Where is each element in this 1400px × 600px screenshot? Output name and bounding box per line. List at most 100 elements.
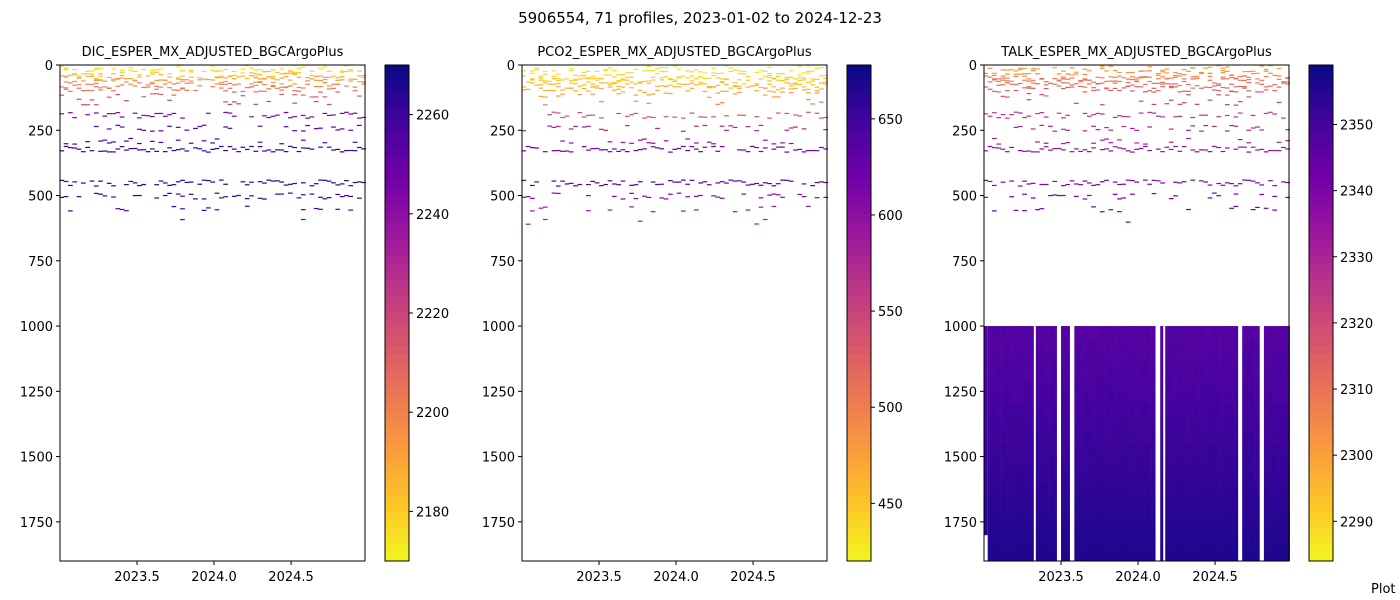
plot-watermark: Plot xyxy=(1371,582,1396,597)
profile-segment xyxy=(555,125,561,128)
profile-segment xyxy=(85,114,90,116)
colorbar-swatch xyxy=(385,197,409,207)
profile-segment xyxy=(348,149,354,152)
heatmap-cell xyxy=(1147,430,1152,444)
heatmap-cell xyxy=(1095,430,1101,444)
profile-segment xyxy=(236,151,241,153)
colorbar-swatch xyxy=(847,379,871,388)
heatmap-cell xyxy=(1043,339,1049,353)
profile-segment xyxy=(611,195,617,198)
profile-segment xyxy=(1233,148,1239,150)
heatmap-cell xyxy=(1121,456,1127,470)
profile-segment xyxy=(1026,72,1032,75)
heatmap-cell xyxy=(1039,365,1045,379)
profile-segment xyxy=(76,148,82,150)
profile-segment xyxy=(266,70,272,73)
profile-segment xyxy=(594,147,600,150)
heatmap-cell xyxy=(1022,521,1027,536)
profile-segment xyxy=(689,71,695,73)
heatmap-cell xyxy=(1190,430,1196,444)
heatmap-cell xyxy=(1117,547,1122,562)
profile-segment xyxy=(1013,111,1019,113)
heatmap-cell xyxy=(1017,482,1023,497)
profile-segment xyxy=(175,181,181,183)
heatmap-cell xyxy=(1168,417,1174,431)
profile-segment xyxy=(1147,183,1152,185)
profile-segment xyxy=(1237,138,1243,141)
profile-segment xyxy=(525,195,531,198)
profile-segment xyxy=(650,76,656,78)
heatmap-cell xyxy=(1013,482,1019,497)
heatmap-cell xyxy=(1263,378,1269,392)
profile-segment xyxy=(1125,81,1131,84)
profile-segment xyxy=(1190,149,1196,151)
heatmap-cell xyxy=(1255,352,1260,366)
heatmap-cell xyxy=(1276,404,1282,418)
profile-segment xyxy=(175,126,181,128)
profile-segment xyxy=(1263,151,1269,153)
heatmap-cell xyxy=(1263,456,1269,470)
profile-segment xyxy=(698,116,703,118)
colorbar-swatch xyxy=(1309,395,1333,405)
heatmap-cell xyxy=(1091,430,1096,444)
profile-segment xyxy=(322,96,328,98)
profile-segment xyxy=(89,73,95,75)
heatmap-cell xyxy=(996,521,1001,536)
heatmap-cell xyxy=(1134,469,1139,483)
profile-segment xyxy=(98,150,103,152)
profile-segment xyxy=(1272,185,1278,187)
heatmap-cell xyxy=(1242,352,1247,366)
heatmap-cell xyxy=(1229,378,1234,392)
profile-segment xyxy=(1203,181,1209,183)
heatmap-cell xyxy=(1160,469,1165,483)
heatmap-cell xyxy=(1035,547,1040,562)
profile-segment xyxy=(659,79,665,81)
profile-segment xyxy=(1108,142,1114,144)
profile-segment xyxy=(1190,125,1196,127)
heatmap-cell xyxy=(996,339,1001,353)
profile-segment xyxy=(672,81,678,83)
heatmap-cell xyxy=(1134,534,1139,549)
profile-segment xyxy=(1237,79,1243,81)
profile-segment xyxy=(231,115,237,117)
colorbar-swatch xyxy=(1309,494,1333,504)
profile-segment xyxy=(106,182,112,184)
profile-segment xyxy=(1229,90,1234,93)
profile-segment xyxy=(741,114,747,116)
profile-segment xyxy=(1043,142,1049,144)
heatmap-cell xyxy=(1168,352,1174,366)
profile-segment xyxy=(180,80,185,83)
heatmap-cell xyxy=(1130,326,1135,340)
profile-segment xyxy=(1207,66,1213,68)
profile-segment xyxy=(154,69,159,71)
profile-segment xyxy=(102,195,108,197)
heatmap-cell xyxy=(1151,547,1157,562)
heatmap-cell xyxy=(1086,456,1092,470)
profile-segment xyxy=(801,183,807,185)
heatmap-cell xyxy=(1177,547,1183,562)
profile-segment xyxy=(719,81,725,84)
profile-segment xyxy=(806,72,811,74)
heatmap-cell xyxy=(1112,378,1118,392)
profile-segment xyxy=(1147,66,1152,68)
profile-segment xyxy=(629,192,634,194)
profile-segment xyxy=(292,65,297,67)
profile-segment xyxy=(344,180,349,182)
profile-segment xyxy=(818,117,824,119)
heatmap-cell xyxy=(1112,417,1118,431)
heatmap-cell xyxy=(1000,352,1006,366)
profile-segment xyxy=(119,69,125,71)
heatmap-cell xyxy=(1009,547,1014,562)
profile-segment xyxy=(171,184,177,186)
heatmap-cell xyxy=(1216,326,1221,340)
profile-segment xyxy=(1242,87,1247,89)
heatmap-cell xyxy=(1216,534,1221,549)
profile-segment xyxy=(218,81,224,84)
profile-segment xyxy=(1065,129,1071,131)
heatmap-cell xyxy=(1048,417,1053,431)
heatmap-cell xyxy=(984,339,988,353)
heatmap-cell xyxy=(1138,352,1144,366)
profile-segment xyxy=(257,141,263,143)
profile-segment xyxy=(1000,69,1006,71)
